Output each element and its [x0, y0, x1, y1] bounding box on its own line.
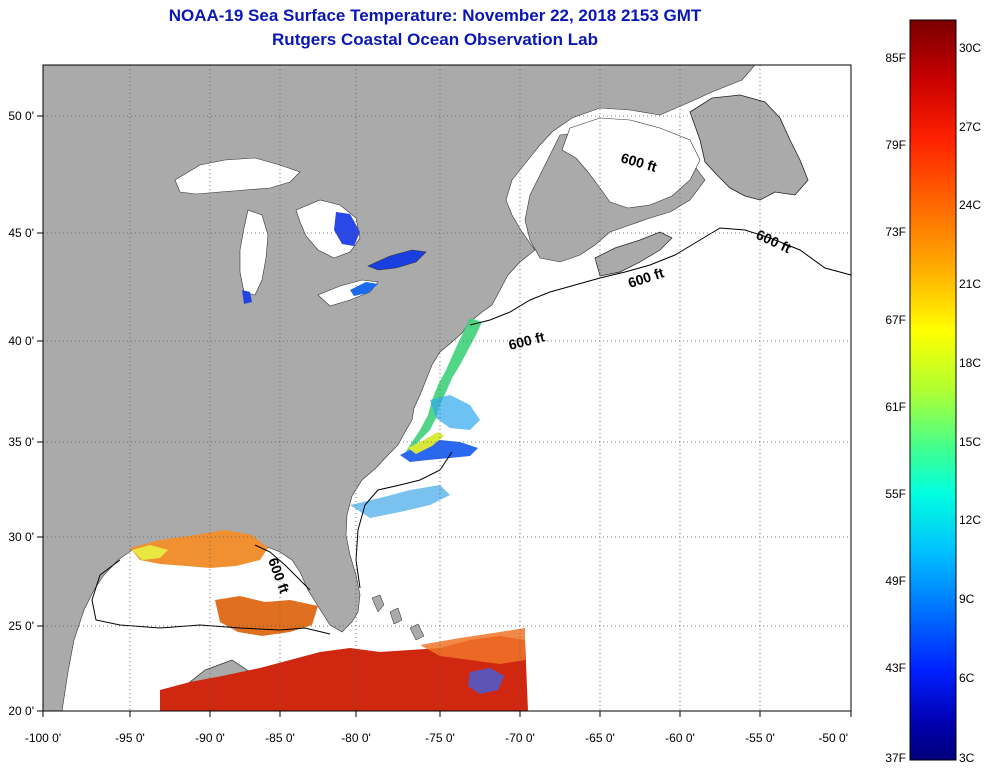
colorbar-c-label: 9C — [959, 592, 975, 606]
colorbar-c-label: 21C — [959, 277, 981, 291]
nova-scotia — [594, 231, 673, 277]
colorbar-f-label: 55F — [885, 487, 906, 501]
colorbar-f-label: 43F — [885, 661, 906, 675]
lon-tick-label: -55 0' — [745, 731, 775, 745]
sst-yellow-band — [408, 432, 444, 454]
lake-michigan-sst — [242, 290, 252, 304]
colorbar-fahrenheit-labels: 85F 79F 73F 67F 61F 55F 49F 43F 37F — [885, 51, 906, 765]
lat-tick-label: 40 0' — [8, 334, 34, 348]
gulf-st-lawrence — [561, 117, 701, 209]
lon-tick-label: -100 0' — [25, 731, 61, 745]
colorbar-c-label: 15C — [959, 435, 981, 449]
map-frame — [42, 64, 852, 712]
graticule — [43, 65, 851, 711]
sst-caribbean — [160, 636, 528, 711]
lake-ontario — [367, 249, 427, 271]
lon-tick-label: -95 0' — [115, 731, 145, 745]
colorbar-c-label: 27C — [959, 120, 981, 134]
colorbar-f-label: 85F — [885, 51, 906, 65]
colorbar-c-label: 30C — [959, 41, 981, 55]
colorbar-f-label: 79F — [885, 138, 906, 152]
colorbar-celsius-labels: 30C 27C 24C 21C 18C 15C 12C 9C 6C 3C — [959, 41, 981, 765]
colorbar-c-label: 18C — [959, 356, 981, 370]
lat-tick-label: 35 0' — [8, 435, 34, 449]
latitude-labels: 50 0' 45 0' 40 0' 35 0' 30 0' 25 0' 20 0… — [8, 109, 34, 718]
lon-tick-label: -85 0' — [265, 731, 295, 745]
lon-tick-label: -60 0' — [665, 731, 695, 745]
sst-offshore-blue — [430, 395, 480, 430]
sst-gulf-north — [130, 530, 268, 568]
sst-florida-shelf — [350, 485, 450, 518]
colorbar-f-label: 73F — [885, 225, 906, 239]
lon-tick-label: -50 0' — [818, 731, 848, 745]
map-subtitle: Rutgers Coastal Ocean Observation Lab — [272, 30, 598, 49]
colorbar-c-label: 6C — [959, 671, 975, 685]
colorbar-f-label: 37F — [885, 751, 906, 765]
lat-tick-label: 50 0' — [8, 109, 34, 123]
colorbar — [909, 19, 957, 761]
colorbar-f-label: 61F — [885, 400, 906, 414]
colorbar-f-label: 67F — [885, 313, 906, 327]
lat-tick-label: 45 0' — [8, 226, 34, 240]
bahamas-islands — [371, 594, 425, 641]
lon-tick-label: -90 0' — [195, 731, 225, 745]
lon-tick-label: -75 0' — [425, 731, 455, 745]
newfoundland — [689, 94, 809, 201]
colorbar-f-label: 49F — [885, 574, 906, 588]
colorbar-c-label: 24C — [959, 198, 981, 212]
map-title: NOAA-19 Sea Surface Temperature: Novembe… — [168, 6, 702, 25]
lake-erie-sst — [350, 282, 378, 296]
sst-bahamas-mixed — [468, 668, 504, 694]
lake-michigan — [239, 209, 269, 296]
sst-gulf-yellow — [132, 545, 168, 560]
lake-huron-sst — [334, 212, 360, 246]
lat-tick-label: 30 0' — [8, 530, 34, 544]
lake-superior — [174, 157, 301, 195]
depth-contour-600ft — [91, 227, 852, 635]
lon-tick-label: -80 0' — [341, 731, 371, 745]
longitude-labels: -100 0' -95 0' -90 0' -85 0' -80 0' -75 … — [25, 731, 848, 745]
axis-ticks — [37, 115, 852, 717]
lon-tick-label: -65 0' — [585, 731, 615, 745]
lat-tick-label: 20 0' — [8, 704, 34, 718]
colorbar-c-label: 12C — [959, 513, 981, 527]
lat-tick-label: 25 0' — [8, 619, 34, 633]
sst-gulf-west — [215, 596, 318, 636]
sst-caribbean-orange — [420, 628, 525, 664]
colorbar-c-label: 3C — [959, 751, 975, 765]
lon-tick-label: -70 0' — [505, 731, 535, 745]
sst-gulf-stream — [402, 318, 482, 458]
